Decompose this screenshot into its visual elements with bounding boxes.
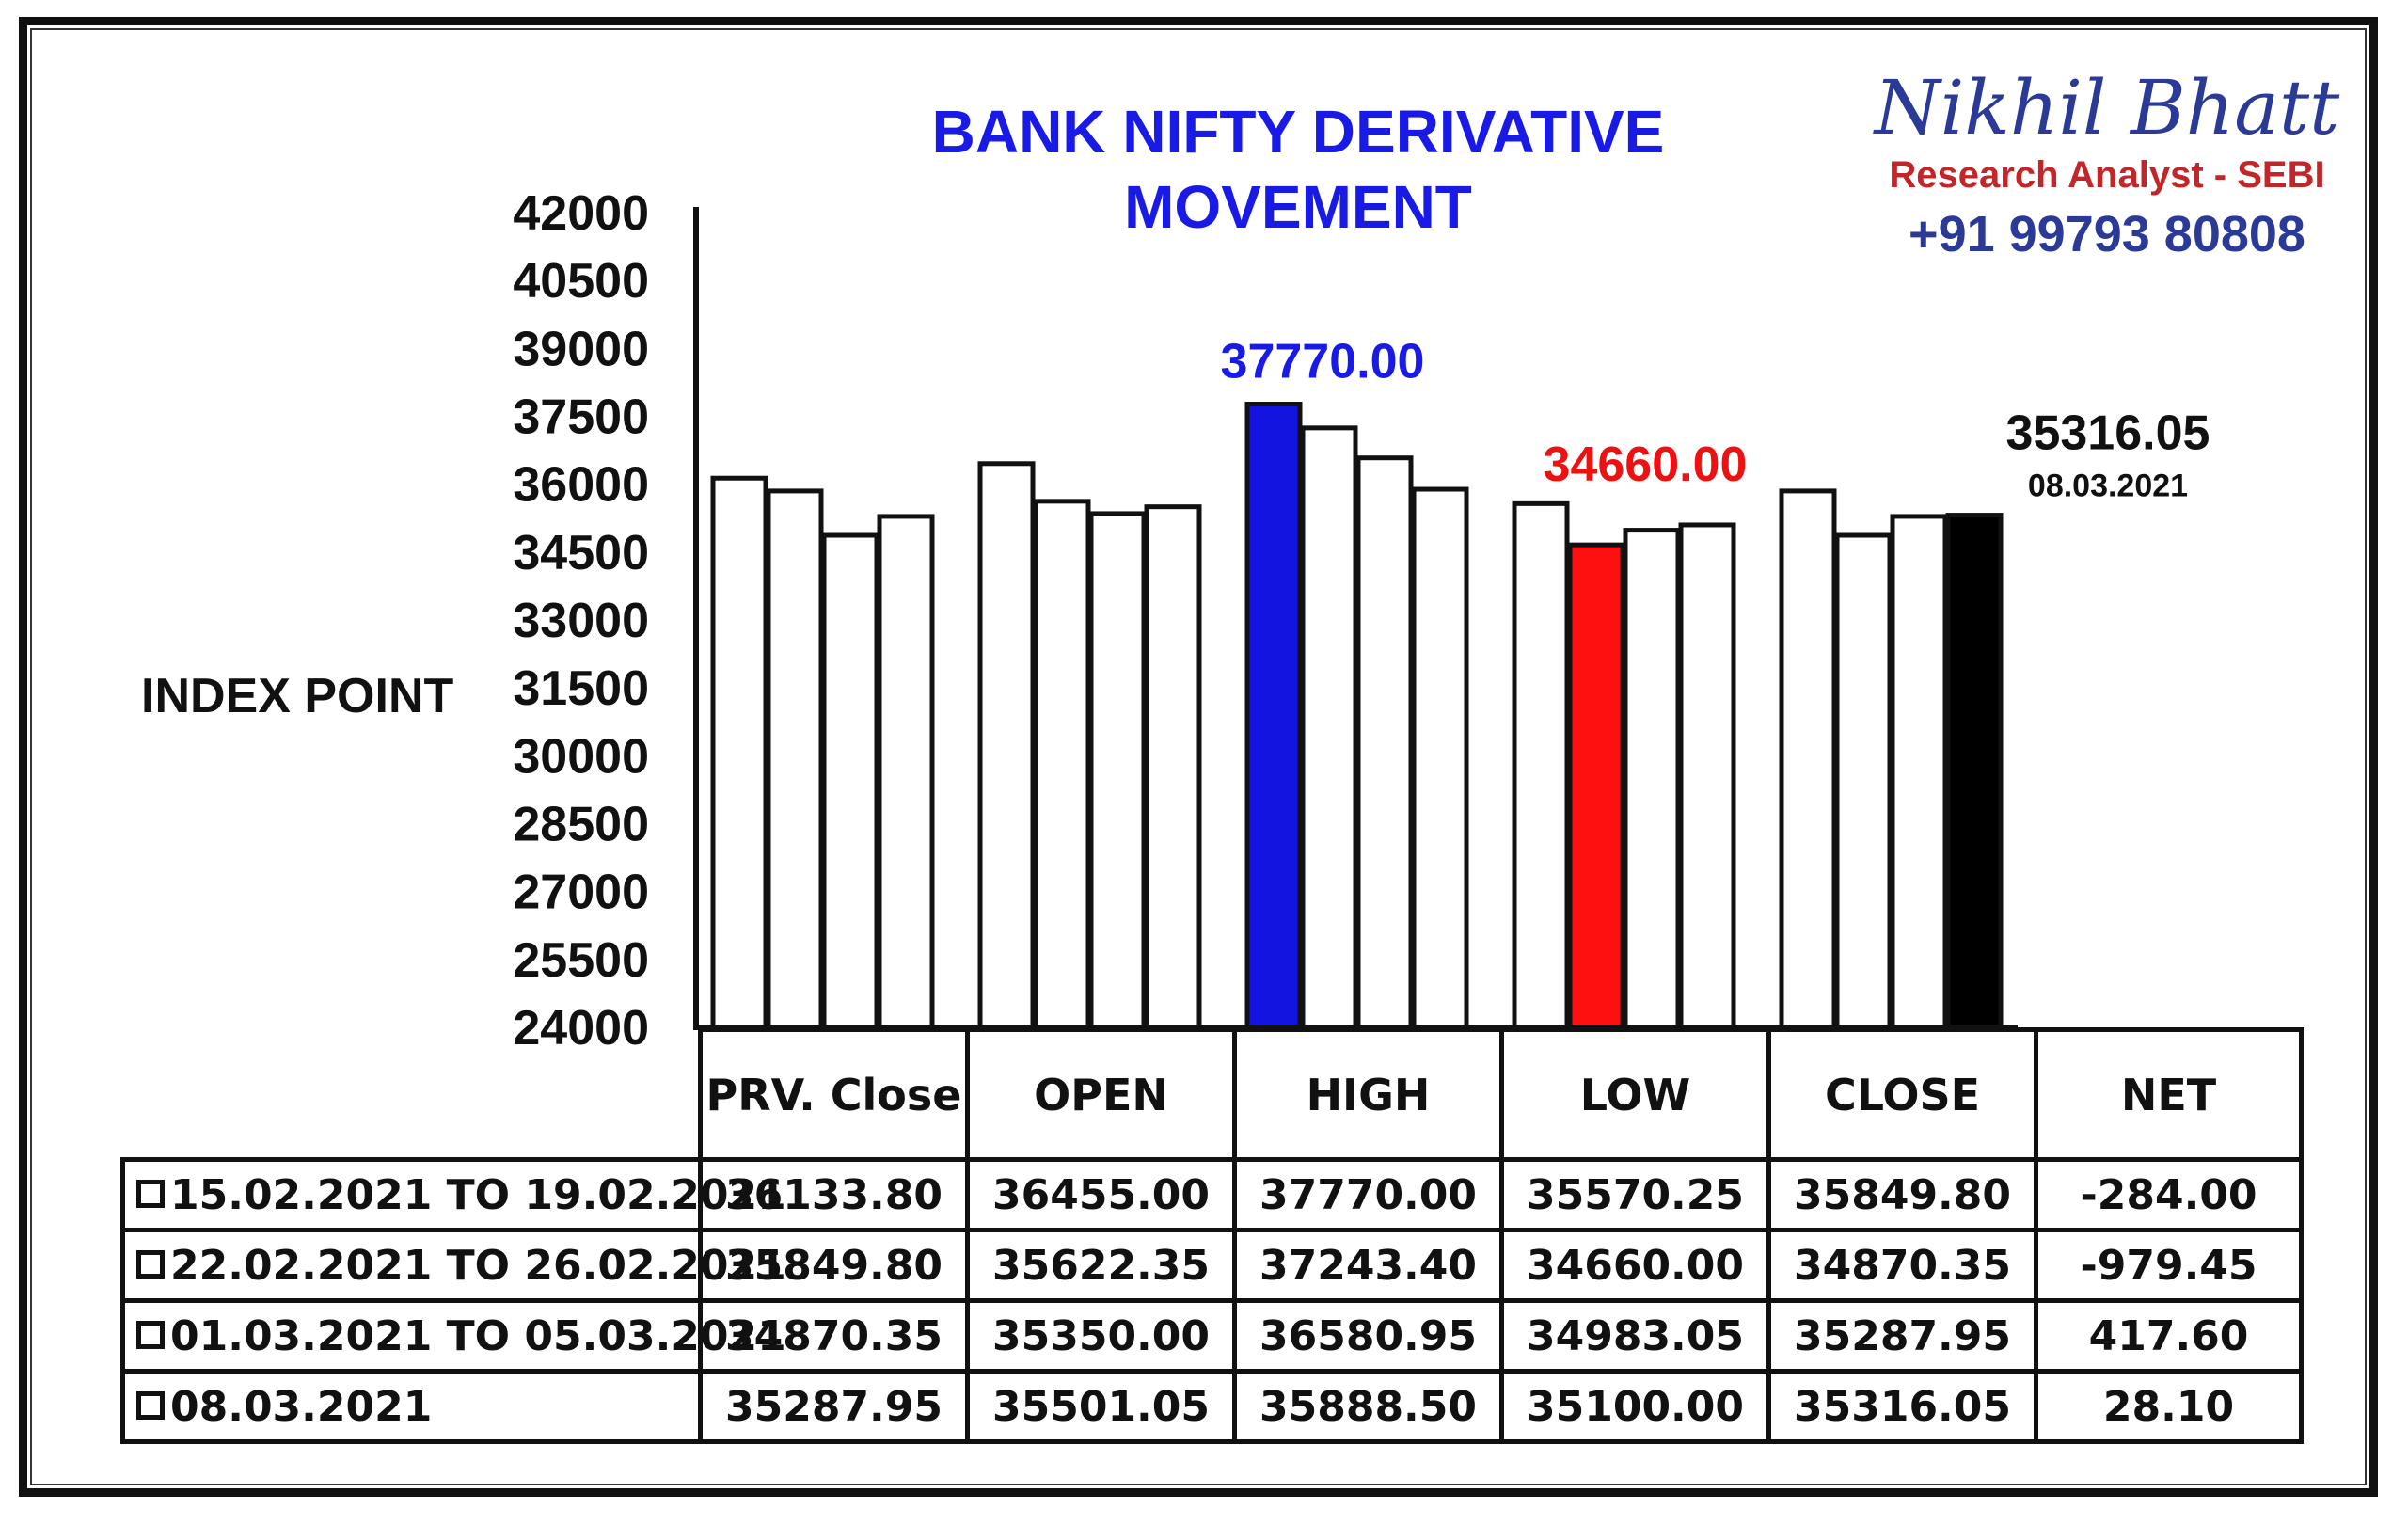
- table-row: 01.03.2021 TO 05.03.2021 34870.35 35350.…: [120, 1298, 2304, 1374]
- bar: [1678, 522, 1736, 1030]
- y-tick-label: 42000: [513, 186, 649, 241]
- table-header-row: PRV. Close OPEN HIGH LOW CLOSE NET: [122, 1027, 2304, 1162]
- y-tick-label: 27000: [513, 866, 649, 920]
- page-frame: [19, 17, 2378, 1497]
- high-value-label: 37770.00: [1221, 335, 1425, 389]
- legend-square-icon: [136, 1320, 165, 1349]
- brand-phone: +91 99793 80808: [1909, 206, 2305, 262]
- bar: [1945, 513, 2004, 1030]
- y-tick-label: 39000: [513, 322, 649, 376]
- period-label: 08.03.2021: [170, 1382, 433, 1431]
- bar: [1300, 425, 1358, 1030]
- table-cell: 34660.00: [1499, 1228, 1771, 1303]
- period-cell: 08.03.2021: [120, 1369, 703, 1444]
- y-tick-label: 31500: [513, 661, 649, 716]
- header-prv-close: PRV. Close: [698, 1027, 970, 1162]
- legend-square-icon: [136, 1179, 165, 1208]
- table-cell: 36455.00: [965, 1157, 1237, 1232]
- table-corner: [122, 1029, 703, 1162]
- bar: [877, 514, 935, 1030]
- table-cell: 417.60: [2034, 1298, 2304, 1374]
- header-net: NET: [2034, 1027, 2304, 1162]
- bar: [1411, 486, 1469, 1030]
- header-low: LOW: [1499, 1027, 1771, 1162]
- table-cell: 35316.05: [1766, 1369, 2038, 1444]
- table-cell: 37770.00: [1232, 1157, 1504, 1232]
- table-cell: -979.45: [2034, 1228, 2304, 1303]
- legend-square-icon: [136, 1249, 165, 1279]
- bar: [1088, 511, 1147, 1030]
- y-tick-label: 28500: [513, 798, 649, 852]
- header-open: OPEN: [965, 1027, 1237, 1162]
- table-row: 22.02.2021 TO 26.02.2021 35849.80 35622.…: [120, 1228, 2304, 1303]
- period-label: 22.02.2021 TO 26.02.2021: [170, 1241, 786, 1290]
- period-cell: 22.02.2021 TO 26.02.2021: [120, 1228, 786, 1303]
- table-cell: 28.10: [2034, 1369, 2304, 1444]
- header-close: CLOSE: [1766, 1027, 2038, 1162]
- bar: [1144, 504, 1202, 1030]
- table-cell: 35501.05: [965, 1369, 1237, 1444]
- table-cell: 35849.80: [698, 1228, 970, 1303]
- bar: [1033, 499, 1091, 1030]
- table-cell: 35287.95: [1766, 1298, 2038, 1374]
- table-cell: 34870.35: [698, 1298, 970, 1374]
- bar: [1834, 532, 1893, 1030]
- table-cell: 34983.05: [1499, 1298, 1771, 1374]
- table-cell: 35622.35: [965, 1228, 1237, 1303]
- y-axis-label: INDEX POINT: [141, 669, 454, 723]
- close-date-label: 08.03.2021: [2028, 469, 2188, 504]
- bar: [1512, 500, 1570, 1030]
- summary-table: PRV. Close OPEN HIGH LOW CLOSE NET 15.02…: [120, 1027, 2304, 1444]
- period-label: 15.02.2021 TO 19.02.2021: [170, 1170, 786, 1219]
- period-cell: 01.03.2021 TO 05.03.2021: [120, 1298, 786, 1374]
- bar: [977, 461, 1036, 1030]
- low-value-label: 34660.00: [1544, 437, 1748, 492]
- table-cell: 37243.40: [1232, 1228, 1504, 1303]
- bar: [1355, 455, 1414, 1030]
- bar: [1890, 514, 1948, 1030]
- table-cell: 35287.95: [698, 1369, 970, 1444]
- legend-square-icon: [136, 1390, 165, 1420]
- y-tick-label: 34500: [513, 526, 649, 580]
- bar: [1623, 528, 1681, 1030]
- table-cell: 35350.00: [965, 1298, 1237, 1374]
- table-cell: 35888.50: [1232, 1369, 1504, 1444]
- y-tick-label: 33000: [513, 594, 649, 648]
- bar: [1244, 402, 1303, 1030]
- bar: [821, 532, 879, 1030]
- close-value-label: 35316.05: [2006, 406, 2210, 461]
- brand-role: Research Analyst - SEBI: [1889, 154, 2325, 196]
- bar: [1567, 542, 1625, 1030]
- table-cell: 35849.80: [1766, 1157, 2038, 1232]
- table-cell: -284.00: [2034, 1157, 2304, 1232]
- bar: [1779, 488, 1837, 1030]
- period-label: 01.03.2021 TO 05.03.2021: [170, 1311, 786, 1360]
- table-row: 08.03.2021 35287.95 35501.05 35888.50 35…: [120, 1369, 2304, 1444]
- y-tick-label: 25500: [513, 933, 649, 988]
- chart-title: BANK NIFTY DERIVATIVE MOVEMENT: [931, 98, 1665, 241]
- bar: [710, 475, 768, 1030]
- y-tick-label: 37500: [513, 390, 649, 445]
- period-cell: 15.02.2021 TO 19.02.2021: [120, 1157, 786, 1232]
- table-cell: 35100.00: [1499, 1369, 1771, 1444]
- table-cell: 34870.35: [1766, 1228, 2038, 1303]
- bar: [766, 488, 824, 1030]
- y-tick-label: 40500: [513, 254, 649, 309]
- table-cell: 35570.25: [1499, 1157, 1771, 1232]
- y-tick-label: 30000: [513, 729, 649, 784]
- brand-name: Nikhil Bhatt: [1874, 64, 2340, 151]
- table-row: 15.02.2021 TO 19.02.2021 36133.80 36455.…: [120, 1157, 2304, 1232]
- table-cell: 36133.80: [698, 1157, 970, 1232]
- header-high: HIGH: [1232, 1027, 1504, 1162]
- y-tick-label: 36000: [513, 458, 649, 513]
- table-cell: 36580.95: [1232, 1298, 1504, 1374]
